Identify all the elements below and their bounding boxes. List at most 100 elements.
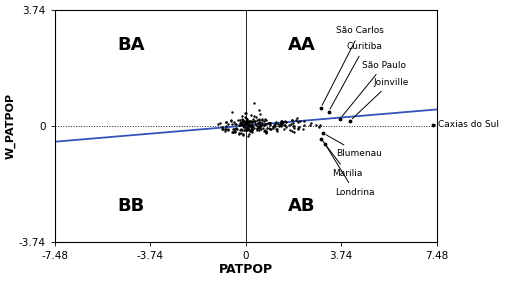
Point: [294, 120, 302, 124]
Point: [257, 126, 265, 131]
Point: [246, 112, 255, 117]
Point: [246, 129, 254, 133]
Point: [276, 122, 284, 126]
Point: [239, 118, 247, 123]
Point: [262, 130, 270, 134]
Point: [288, 129, 296, 133]
Point: [227, 118, 235, 123]
Point: [263, 129, 271, 134]
Point: [247, 127, 255, 131]
Point: [260, 119, 268, 123]
Point: [245, 128, 253, 132]
Point: [239, 124, 247, 128]
Point: [254, 124, 262, 129]
Point: [254, 121, 262, 125]
Point: [246, 118, 254, 123]
Point: [248, 124, 256, 129]
Point: [244, 127, 252, 131]
Point: [248, 128, 256, 132]
Point: [238, 114, 246, 118]
Point: [240, 127, 248, 132]
Point: [244, 120, 252, 124]
Point: [256, 124, 264, 129]
Point: [282, 125, 290, 129]
Point: [241, 120, 249, 124]
Point: [261, 129, 269, 133]
Point: [251, 123, 260, 127]
Point: [245, 120, 254, 124]
Point: [239, 125, 247, 129]
Point: [242, 128, 250, 132]
Point: [277, 120, 285, 125]
Point: [278, 118, 286, 123]
Point: [214, 122, 222, 126]
Point: [247, 124, 255, 129]
Point: [231, 127, 239, 132]
Point: [237, 126, 245, 131]
Point: [293, 116, 301, 121]
Point: [251, 115, 260, 119]
Point: [241, 122, 249, 126]
Point: [222, 127, 230, 131]
Point: [236, 117, 244, 122]
Point: [222, 120, 230, 125]
Point: [248, 120, 257, 124]
Point: [236, 120, 244, 125]
Point: [235, 132, 243, 136]
Text: BB: BB: [117, 197, 144, 215]
Point: [289, 124, 297, 128]
Point: [273, 127, 281, 131]
Point: [232, 127, 240, 132]
Point: [228, 110, 236, 114]
Point: [277, 123, 285, 128]
Point: [239, 131, 247, 136]
Point: [299, 119, 308, 123]
Point: [266, 122, 274, 127]
Point: [228, 122, 236, 126]
Point: [222, 124, 230, 128]
Point: [253, 118, 261, 122]
Y-axis label: W_PATPOP: W_PATPOP: [6, 92, 16, 159]
Point: [230, 120, 238, 125]
Point: [287, 118, 295, 122]
Point: [265, 126, 273, 131]
Point: [242, 125, 250, 130]
Point: [222, 120, 230, 125]
Point: [279, 120, 287, 124]
Point: [258, 123, 266, 127]
Point: [247, 127, 256, 131]
Point: [266, 121, 274, 126]
Point: [241, 121, 249, 125]
Point: [244, 122, 252, 126]
Point: [245, 124, 253, 128]
Point: [267, 120, 275, 125]
Point: [289, 126, 297, 130]
Point: [242, 121, 250, 126]
Point: [224, 127, 232, 131]
Point: [245, 122, 253, 127]
Point: [247, 124, 255, 129]
Point: [269, 126, 277, 131]
Point: [264, 120, 272, 125]
Text: Joinville: Joinville: [352, 78, 409, 119]
Point: [262, 118, 270, 122]
Point: [242, 127, 250, 132]
Point: [282, 120, 290, 125]
Point: [290, 124, 298, 128]
Point: [255, 120, 263, 124]
Point: [236, 127, 244, 132]
Point: [232, 122, 240, 126]
Point: [250, 125, 259, 130]
Point: [273, 129, 281, 134]
Point: [221, 129, 229, 134]
Point: [240, 114, 248, 119]
Point: [258, 117, 266, 121]
Point: [235, 130, 243, 135]
Text: Curitiba: Curitiba: [330, 42, 382, 109]
Point: [244, 122, 252, 126]
Point: [247, 125, 255, 130]
Point: [255, 116, 263, 121]
Point: [307, 121, 315, 126]
Point: [239, 119, 247, 124]
Text: Blumenau: Blumenau: [326, 135, 382, 158]
